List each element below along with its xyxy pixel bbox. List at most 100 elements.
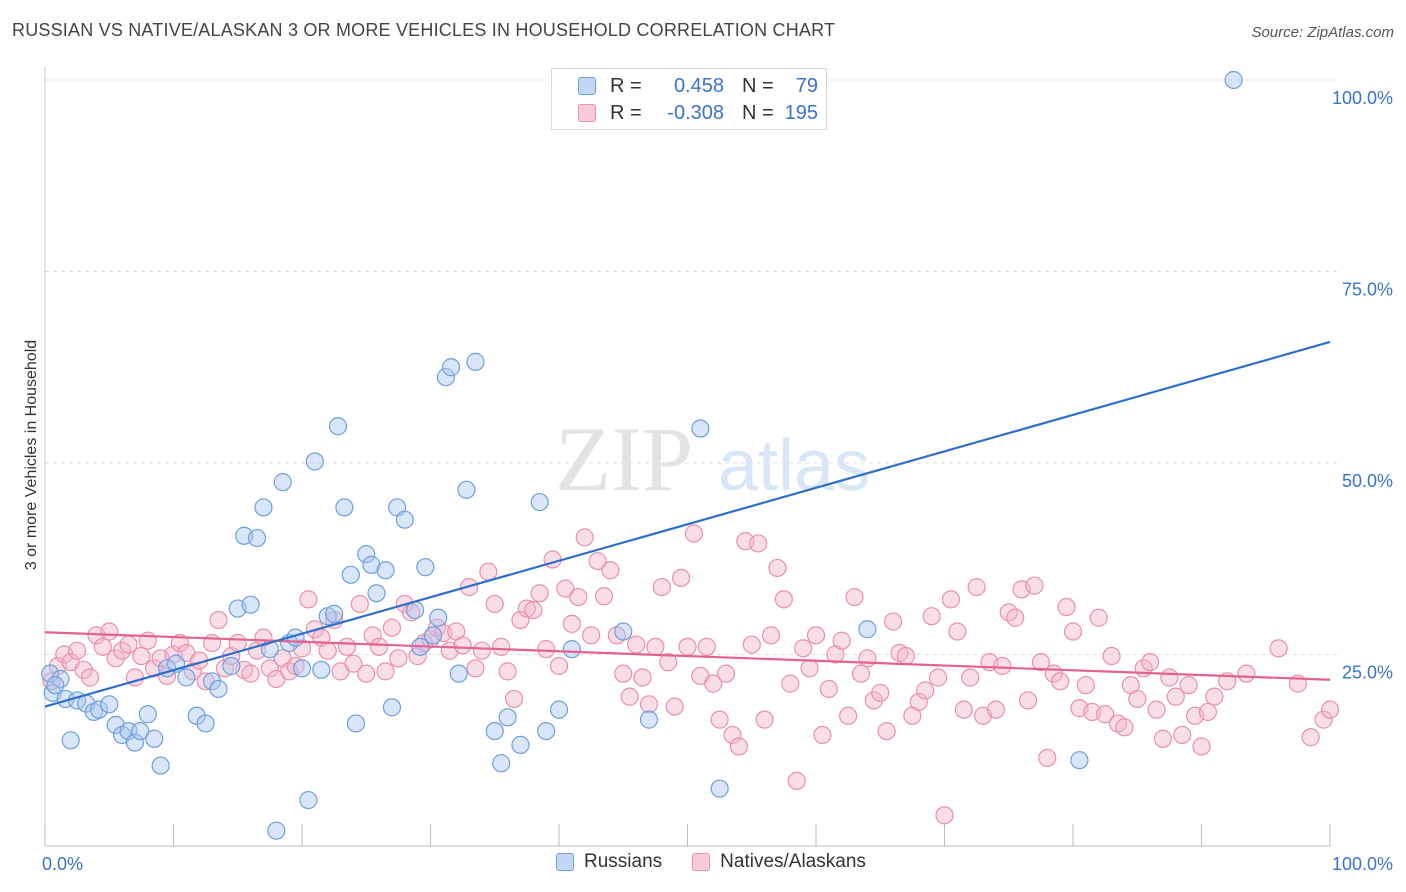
natives-point xyxy=(1128,689,1147,709)
natives-point xyxy=(337,637,357,656)
russians-point xyxy=(138,705,157,724)
natives-point xyxy=(954,700,973,719)
russians-point xyxy=(441,358,461,377)
natives-point xyxy=(749,534,768,553)
natives-point xyxy=(806,626,826,645)
legend-label-russians: Russians xyxy=(584,851,663,872)
natives-point xyxy=(498,662,517,681)
natives-point xyxy=(376,662,395,681)
natives-point xyxy=(80,668,100,687)
natives-point xyxy=(588,551,607,571)
natives-point xyxy=(845,587,864,607)
russians-point xyxy=(41,664,60,683)
natives-point xyxy=(941,590,961,609)
legend-n-value: 79 xyxy=(795,74,818,97)
natives-point xyxy=(787,771,806,790)
natives-point xyxy=(993,656,1012,676)
russians-point xyxy=(325,604,344,624)
russians-point xyxy=(254,498,273,517)
natives-point xyxy=(986,700,1006,719)
natives-point xyxy=(93,637,112,656)
natives-point xyxy=(170,633,190,653)
natives-point xyxy=(1115,718,1134,737)
natives-point xyxy=(819,679,838,699)
natives-point xyxy=(530,584,549,603)
natives-point xyxy=(800,659,819,678)
natives-point xyxy=(704,674,723,693)
natives-point xyxy=(1018,691,1038,710)
natives-point xyxy=(1198,702,1218,722)
legend-item-natives[interactable]: Natives/Alaskans xyxy=(692,851,866,873)
natives-point xyxy=(254,628,273,647)
natives-point xyxy=(575,528,594,547)
y-tick-label: 75.0% xyxy=(1342,280,1393,300)
natives-point xyxy=(665,697,684,716)
natives-point xyxy=(1057,597,1076,617)
natives-point xyxy=(492,637,511,656)
natives-point xyxy=(543,550,562,569)
natives-trend-line xyxy=(44,631,1331,681)
natives-point xyxy=(1173,725,1192,745)
russians-point xyxy=(466,352,485,371)
natives-point xyxy=(472,641,491,660)
natives-point xyxy=(659,653,678,672)
natives-point xyxy=(1301,728,1320,747)
natives-point xyxy=(671,568,691,588)
russians-point xyxy=(362,555,381,574)
natives-point xyxy=(755,710,774,729)
russians-point xyxy=(436,368,456,387)
russians-point xyxy=(273,473,292,492)
natives-point xyxy=(1269,639,1288,658)
russians-point xyxy=(177,668,196,687)
natives-point xyxy=(601,561,620,580)
legend-swatch-russians xyxy=(578,77,596,95)
natives-point xyxy=(922,607,941,626)
legend-n-label: N = xyxy=(742,101,774,124)
natives-point xyxy=(1140,653,1160,672)
series-natives-points xyxy=(42,524,1340,825)
natives-point xyxy=(594,587,614,606)
russians-point xyxy=(335,498,354,517)
russians-point xyxy=(376,561,395,580)
natives-point xyxy=(517,599,536,618)
natives-point xyxy=(626,635,646,654)
natives-point xyxy=(1051,672,1070,691)
russians-point xyxy=(537,721,556,741)
natives-point xyxy=(858,649,877,668)
natives-point xyxy=(357,664,376,683)
natives-point xyxy=(646,637,665,656)
russians-point xyxy=(130,721,150,741)
legend-item-russians[interactable]: Russians xyxy=(556,851,662,873)
russians-point xyxy=(423,626,443,645)
natives-point xyxy=(1205,687,1224,706)
watermark-atlas: atlas xyxy=(718,426,870,506)
natives-point xyxy=(716,664,736,683)
russians-point xyxy=(395,510,414,529)
natives-point xyxy=(697,637,716,656)
russians-point xyxy=(562,640,581,659)
russians-point xyxy=(492,754,511,773)
natives-point xyxy=(1192,737,1211,756)
natives-point xyxy=(781,674,800,693)
natives-point xyxy=(537,640,556,659)
legend-n-value: 195 xyxy=(784,101,818,124)
natives-point xyxy=(839,706,858,725)
natives-point xyxy=(1096,705,1115,724)
natives-point xyxy=(569,587,588,607)
natives-point xyxy=(479,562,498,581)
russians-point xyxy=(614,622,633,641)
natives-point xyxy=(466,659,485,678)
natives-point xyxy=(813,725,832,745)
russians-point xyxy=(691,419,710,438)
russians-point xyxy=(292,659,312,678)
natives-point xyxy=(453,636,472,655)
legend-r-label: R = xyxy=(610,101,642,124)
natives-point xyxy=(871,683,890,702)
natives-point xyxy=(260,659,279,678)
natives-point xyxy=(1160,668,1179,687)
russians-point xyxy=(125,733,145,752)
russians-point xyxy=(416,558,435,577)
natives-point xyxy=(639,695,659,714)
natives-point xyxy=(1102,646,1121,666)
